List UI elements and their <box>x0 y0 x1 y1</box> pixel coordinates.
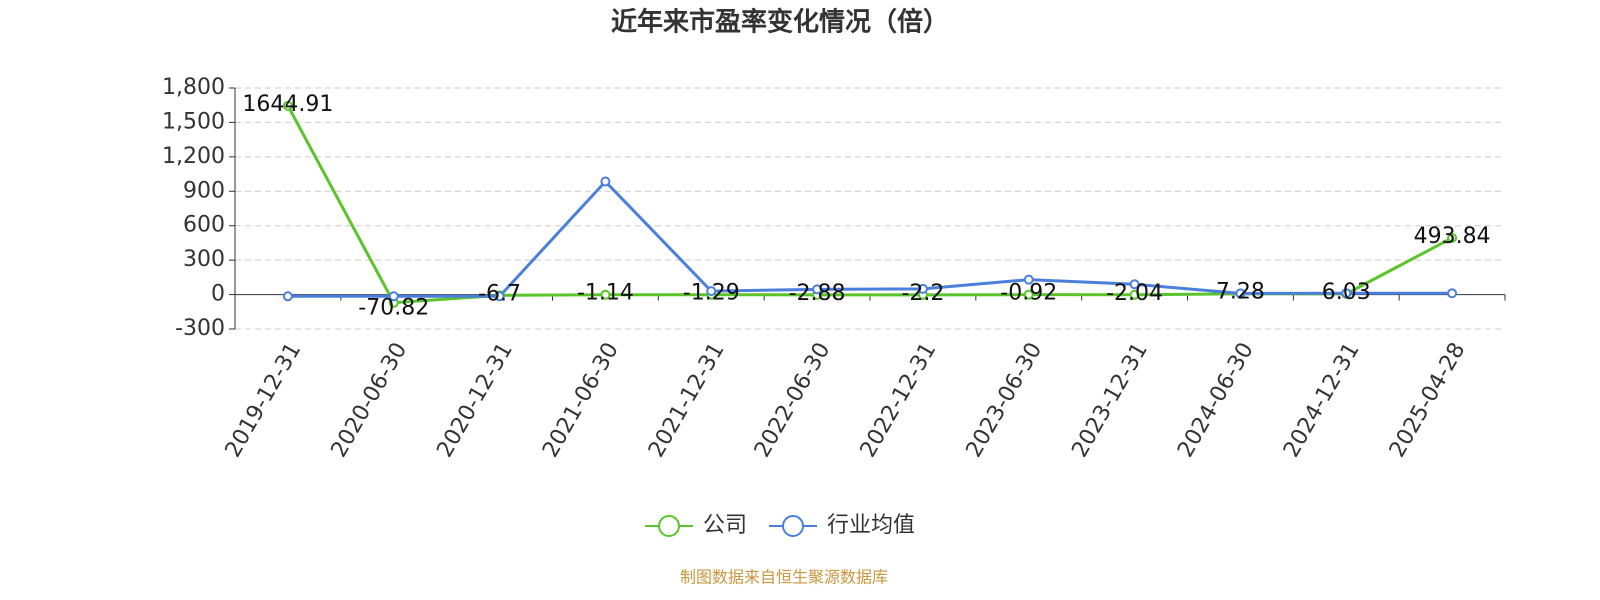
legend-label: 公司 <box>703 513 747 538</box>
data-label: 7.28 <box>1216 280 1265 305</box>
data-point <box>282 291 293 302</box>
data-point <box>388 291 399 302</box>
y-tick-label: 900 <box>183 178 225 203</box>
series-line <box>286 105 1453 305</box>
x-tick-label: 2020-12-31 <box>432 339 518 462</box>
data-point <box>1023 289 1034 300</box>
data-label: -1.29 <box>683 281 740 306</box>
data-label: 1644.91 <box>242 92 333 117</box>
data-point <box>1129 279 1140 290</box>
x-tick-label: 2025-04-28 <box>1385 339 1471 462</box>
x-tick-label: 2024-12-31 <box>1279 339 1365 462</box>
data-label: -6.7 <box>478 281 521 306</box>
data-point <box>706 286 717 297</box>
y-tick-label: 0 <box>211 282 225 307</box>
data-label: -0.92 <box>1000 281 1057 306</box>
data-point <box>282 100 293 111</box>
data-point <box>600 176 611 187</box>
x-tick-label: 2019-12-31 <box>221 339 307 462</box>
data-label: 6.03 <box>1322 280 1371 305</box>
legend-label: 行业均值 <box>827 513 915 538</box>
x-tick-label: 2022-12-31 <box>856 339 942 462</box>
x-tick-label: 2022-06-30 <box>750 339 836 462</box>
x-tick-label: 2021-12-31 <box>644 339 730 462</box>
legend-marker <box>782 515 805 537</box>
data-label: -70.82 <box>358 296 429 321</box>
x-tick-label: 2020-06-30 <box>327 339 413 462</box>
x-tick-label: 2024-06-30 <box>1173 339 1259 462</box>
data-label: 493.84 <box>1414 224 1491 249</box>
y-tick-label: 1,500 <box>162 109 225 134</box>
data-point <box>1447 288 1458 299</box>
legend-marker <box>658 515 680 537</box>
data-point <box>600 289 611 300</box>
data-label: -1.14 <box>577 281 634 306</box>
y-tick-label: -300 <box>175 316 225 341</box>
data-point <box>1235 288 1246 299</box>
series-line <box>287 179 1453 298</box>
data-point <box>1447 232 1458 243</box>
chart-title: 近年来市盈率变化情况（倍） <box>611 7 949 38</box>
data-point <box>917 283 928 294</box>
x-tick-label: 2021-06-30 <box>538 339 624 462</box>
data-label: -2.88 <box>789 281 846 306</box>
y-tick-label: 300 <box>183 247 225 272</box>
data-label: -2.04 <box>1106 281 1163 306</box>
data-point <box>1129 289 1140 300</box>
data-point <box>1023 274 1034 285</box>
y-tick-label: 1,200 <box>162 144 225 169</box>
data-label: -2.2 <box>901 281 944 306</box>
x-tick-label: 2023-12-31 <box>1067 339 1153 462</box>
data-point <box>494 291 505 302</box>
y-tick-label: 1,800 <box>162 75 225 100</box>
y-tick-label: 600 <box>183 213 225 238</box>
source-note: 制图数据来自恒生聚源数据库 <box>680 568 888 587</box>
x-tick-label: 2023-06-30 <box>962 339 1048 462</box>
data-point <box>1341 288 1352 299</box>
data-point <box>812 284 823 295</box>
